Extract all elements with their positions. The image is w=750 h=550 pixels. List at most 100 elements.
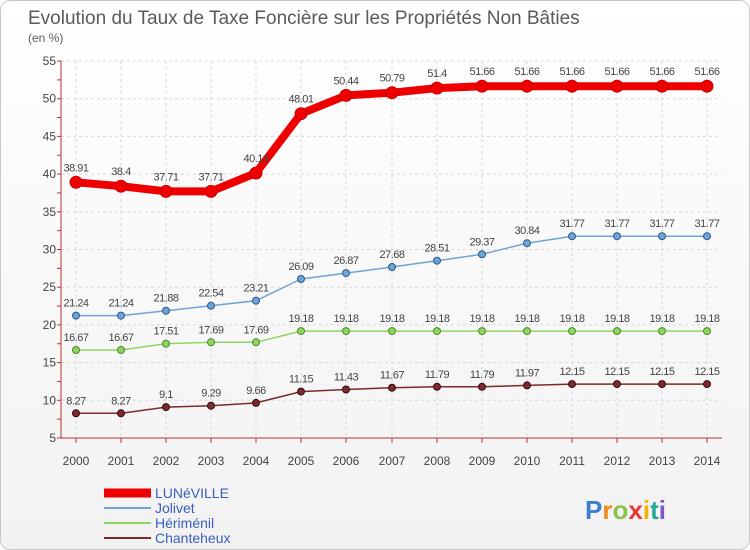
data-label: 31.77: [694, 218, 719, 230]
data-label: 19.18: [469, 313, 494, 325]
data-point: [207, 401, 215, 410]
data-point: [658, 232, 666, 241]
x-tick-label: 2012: [604, 454, 631, 468]
data-point: [478, 250, 486, 259]
data-label: 48.01: [288, 94, 313, 106]
data-label: 17.69: [198, 324, 223, 336]
data-label: 17.69: [243, 324, 268, 336]
legend-item: Chanteheux: [104, 530, 231, 546]
data-label: 28.51: [424, 243, 449, 255]
data-label: 8.27: [111, 395, 131, 407]
data-label: 51.66: [649, 66, 674, 78]
y-tick-label: 55: [43, 54, 57, 68]
data-point: [610, 79, 624, 93]
data-label: 27.68: [379, 249, 404, 261]
x-tick-label: 2011: [559, 454, 585, 468]
x-tick-label: 2006: [333, 454, 360, 468]
data-point: [568, 327, 576, 336]
data-label: 11.79: [425, 369, 450, 381]
data-point: [388, 383, 396, 392]
data-point: [478, 327, 486, 336]
data-point: [72, 409, 80, 418]
data-point: [339, 88, 353, 102]
data-label: 11.67: [380, 370, 405, 382]
legend-label: Hériménil: [155, 515, 214, 531]
series-jolivet: 21.24 21.24 21.88 22.54 23.21 26.09 26.87 27.68…: [63, 218, 720, 320]
watermark-letter: t: [650, 495, 659, 525]
data-point: [249, 166, 263, 180]
data-label: 11.97: [515, 367, 540, 379]
data-point: [658, 327, 666, 336]
data-label: 16.67: [108, 332, 133, 344]
data-label: 51.66: [694, 66, 719, 78]
legend-item: LUNéVILLE: [104, 485, 229, 501]
x-tick-label: 2004: [243, 454, 270, 468]
data-point: [703, 232, 711, 241]
legend-item: Hériménil: [104, 515, 214, 531]
data-label: 50.79: [379, 73, 404, 85]
data-point: [700, 79, 714, 93]
x-tick-label: 2010: [514, 454, 541, 468]
data-point: [520, 79, 534, 93]
data-label: 38.91: [63, 162, 88, 174]
legend-label: Jolivet: [155, 500, 195, 516]
data-label: 8.27: [66, 395, 86, 407]
data-label: 31.77: [604, 218, 629, 230]
y-tick-label: 30: [43, 243, 57, 257]
data-point: [252, 398, 260, 407]
x-tick-label: 2008: [424, 454, 451, 468]
data-point: [117, 346, 125, 354]
data-point: [162, 306, 170, 315]
watermark-letter: P: [585, 495, 602, 525]
data-label: 51.66: [604, 66, 629, 78]
data-label: 9.1: [159, 389, 173, 401]
data-point: [703, 380, 711, 389]
x-tick-label: 2003: [198, 454, 225, 468]
data-point: [117, 311, 125, 320]
data-label: 40.14: [243, 153, 268, 165]
data-point: [252, 296, 260, 305]
legend-label: Chanteheux: [155, 530, 231, 546]
data-label: 16.67: [63, 332, 88, 344]
data-label: 9.29: [201, 388, 221, 400]
data-point: [523, 239, 531, 248]
chart-title: Evolution du Taux de Taxe Foncière sur l…: [28, 8, 580, 29]
data-label: 19.18: [604, 313, 629, 325]
watermark-logo: Proxiti: [585, 495, 666, 525]
data-point: [342, 327, 350, 336]
data-point: [297, 275, 305, 283]
watermark-letter: o: [612, 495, 628, 525]
data-point: [388, 327, 396, 336]
data-label: 50.44: [333, 75, 358, 87]
data-label: 11.79: [470, 369, 495, 381]
data-label: 17.51: [153, 326, 178, 338]
data-label: 12.15: [559, 366, 584, 378]
chart-subtitle: (en %): [28, 31, 63, 45]
data-label: 19.18: [649, 313, 674, 325]
y-tick-label: 15: [43, 356, 57, 370]
data-label: 19.18: [559, 313, 584, 325]
x-tick-label: 2000: [63, 454, 90, 468]
axes: 5 10 15 20 25 30 35 40 45 50 55 2000 2001 2002 2003 200…: [43, 54, 722, 468]
y-tick-label: 35: [43, 205, 57, 219]
data-label: 12.15: [694, 366, 719, 378]
data-label: 22.54: [198, 288, 223, 300]
data-point: [568, 232, 576, 241]
data-point: [117, 409, 125, 418]
data-label: 21.88: [153, 293, 178, 305]
data-label: 26.87: [333, 255, 358, 267]
data-label: 26.09: [288, 261, 313, 273]
data-point: [162, 403, 170, 412]
data-point: [342, 269, 350, 278]
data-label: 19.18: [333, 313, 358, 325]
data-point: [297, 387, 305, 396]
data-label: 37.71: [153, 171, 178, 183]
data-label: 9.66: [246, 385, 266, 397]
data-point: [433, 327, 441, 336]
data-label: 11.43: [334, 372, 359, 384]
data-point: [613, 327, 621, 336]
data-point: [658, 380, 666, 389]
